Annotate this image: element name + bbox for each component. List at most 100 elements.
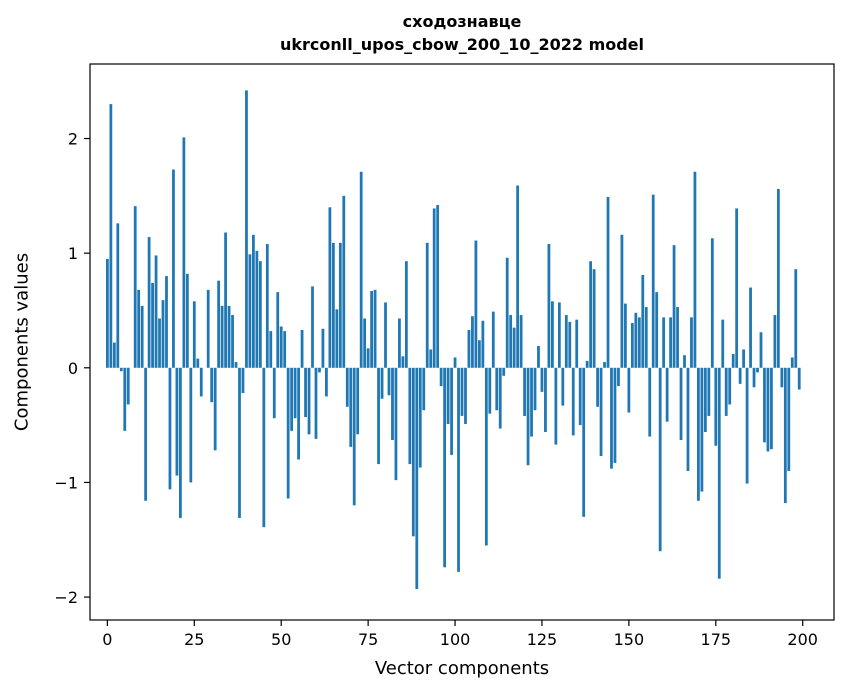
bar-71 — [352, 367, 356, 506]
bar-193 — [776, 188, 780, 368]
bar-148 — [620, 234, 624, 368]
bar-110 — [488, 367, 492, 414]
bar-59 — [311, 286, 314, 368]
bar-129 — [554, 367, 558, 445]
bar-121 — [526, 367, 530, 466]
x-tick-label: 25 — [184, 630, 204, 649]
bar-101 — [457, 367, 460, 572]
bar-136 — [578, 367, 582, 426]
bar-109 — [484, 367, 488, 546]
bar-149 — [624, 303, 627, 368]
bar-94 — [432, 208, 436, 368]
bar-3 — [116, 223, 120, 368]
bar-29 — [206, 289, 210, 368]
x-axis-label: Vector components — [374, 658, 550, 679]
bar-122 — [530, 367, 533, 437]
bar-132 — [564, 315, 568, 368]
bar-82 — [391, 367, 394, 441]
bar-27 — [199, 367, 203, 397]
bar-49 — [276, 292, 280, 368]
bar-175 — [714, 367, 718, 446]
bar-32 — [217, 280, 221, 368]
bar-153 — [637, 317, 641, 368]
bar-150 — [627, 367, 631, 413]
bar-30 — [210, 367, 214, 403]
bar-103 — [464, 367, 467, 424]
bars-layer — [105, 90, 801, 590]
bar-80 — [384, 302, 387, 368]
bar-48 — [272, 367, 276, 419]
bar-104 — [467, 329, 471, 368]
bar-43 — [255, 250, 259, 368]
bar-154 — [641, 274, 645, 368]
bar-191 — [770, 367, 773, 450]
bar-79 — [380, 367, 384, 399]
bar-156 — [648, 367, 652, 437]
bar-96 — [439, 367, 443, 387]
bar-173 — [707, 367, 711, 416]
bar-36 — [231, 315, 234, 368]
bar-9 — [137, 289, 141, 368]
bar-78 — [377, 367, 380, 465]
bar-199 — [797, 367, 801, 390]
bar-125 — [540, 367, 544, 392]
bar-84 — [398, 318, 401, 368]
x-tick-label: 125 — [527, 630, 558, 649]
bar-169 — [693, 171, 697, 368]
bar-81 — [387, 367, 391, 396]
chart-title-line1: сходознавце — [402, 12, 522, 31]
bar-128 — [551, 301, 554, 368]
bar-88 — [411, 367, 415, 537]
bar-137 — [582, 367, 586, 517]
x-tick-label: 0 — [102, 630, 112, 649]
bar-163 — [672, 245, 676, 368]
bar-65 — [331, 242, 335, 368]
bar-192 — [773, 315, 777, 368]
x-tick-label: 75 — [358, 630, 378, 649]
bar-98 — [446, 367, 450, 424]
bar-0 — [105, 258, 109, 368]
bar-57 — [304, 367, 307, 418]
bar-58 — [307, 367, 311, 435]
bar-24 — [189, 367, 193, 483]
bar-63 — [325, 367, 328, 397]
bar-51 — [283, 331, 287, 368]
bar-142 — [599, 367, 603, 457]
bar-189 — [763, 367, 766, 443]
bar-42 — [252, 234, 255, 368]
bar-69 — [345, 367, 349, 407]
bar-116 — [509, 315, 513, 368]
bar-155 — [644, 307, 648, 368]
bar-106 — [474, 240, 478, 368]
bar-40 — [245, 90, 248, 368]
bar-21 — [179, 367, 182, 518]
bar-105 — [471, 316, 474, 368]
bar-14 — [154, 255, 158, 368]
bar-90 — [418, 367, 422, 468]
bar-19 — [172, 169, 175, 368]
bar-100 — [453, 357, 457, 368]
bar-8 — [133, 206, 137, 368]
bar-44 — [258, 261, 262, 368]
bar-34 — [224, 232, 227, 368]
bar-35 — [227, 305, 231, 368]
bar-77 — [373, 289, 377, 368]
y-tick-label: 0 — [68, 359, 78, 378]
bar-143 — [603, 362, 606, 368]
x-tick-label: 200 — [787, 630, 818, 649]
bar-47 — [269, 331, 273, 368]
bar-97 — [443, 367, 447, 568]
bar-182 — [738, 367, 742, 384]
y-tick-label: −1 — [54, 473, 78, 492]
bar-17 — [165, 276, 168, 368]
plot-frame — [89, 63, 835, 621]
bar-37 — [234, 362, 238, 368]
bar-10 — [140, 305, 144, 368]
bar-89 — [415, 367, 419, 590]
bar-45 — [262, 367, 266, 528]
y-tick-label: −2 — [54, 588, 78, 607]
bar-171 — [700, 367, 704, 492]
bar-185 — [749, 287, 752, 368]
bar-141 — [596, 367, 599, 407]
